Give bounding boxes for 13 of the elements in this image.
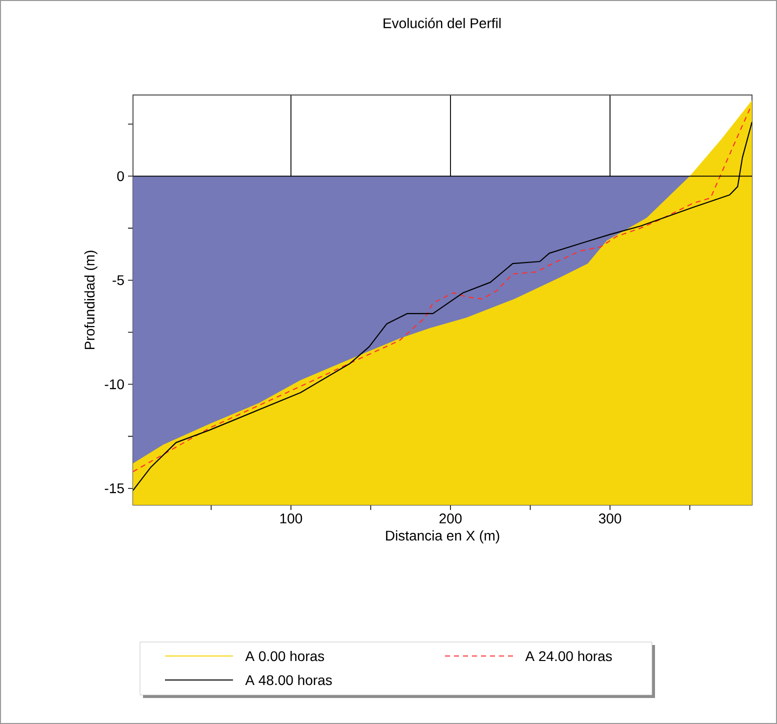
x-tick-label: 100 (280, 514, 302, 524)
y-tick-label: -5 (112, 275, 124, 286)
legend-label: A 24.00 horas (525, 650, 612, 662)
y-axis-title: Profundidad (m) (84, 250, 98, 350)
y-tick-label: -15 (104, 483, 124, 494)
chart-title: Evolución del Perfil (384, 18, 501, 28)
x-tick-label: 200 (440, 514, 462, 524)
y-tick-label: -10 (104, 379, 124, 390)
x-axis-title: Distancia en X (m) (386, 530, 500, 544)
legend-label: A 0.00 horas (245, 650, 324, 662)
x-tick-label: 300 (598, 514, 622, 524)
y-tick-label: 0 (117, 171, 124, 182)
legend-label: A 48.00 horas (245, 674, 332, 686)
